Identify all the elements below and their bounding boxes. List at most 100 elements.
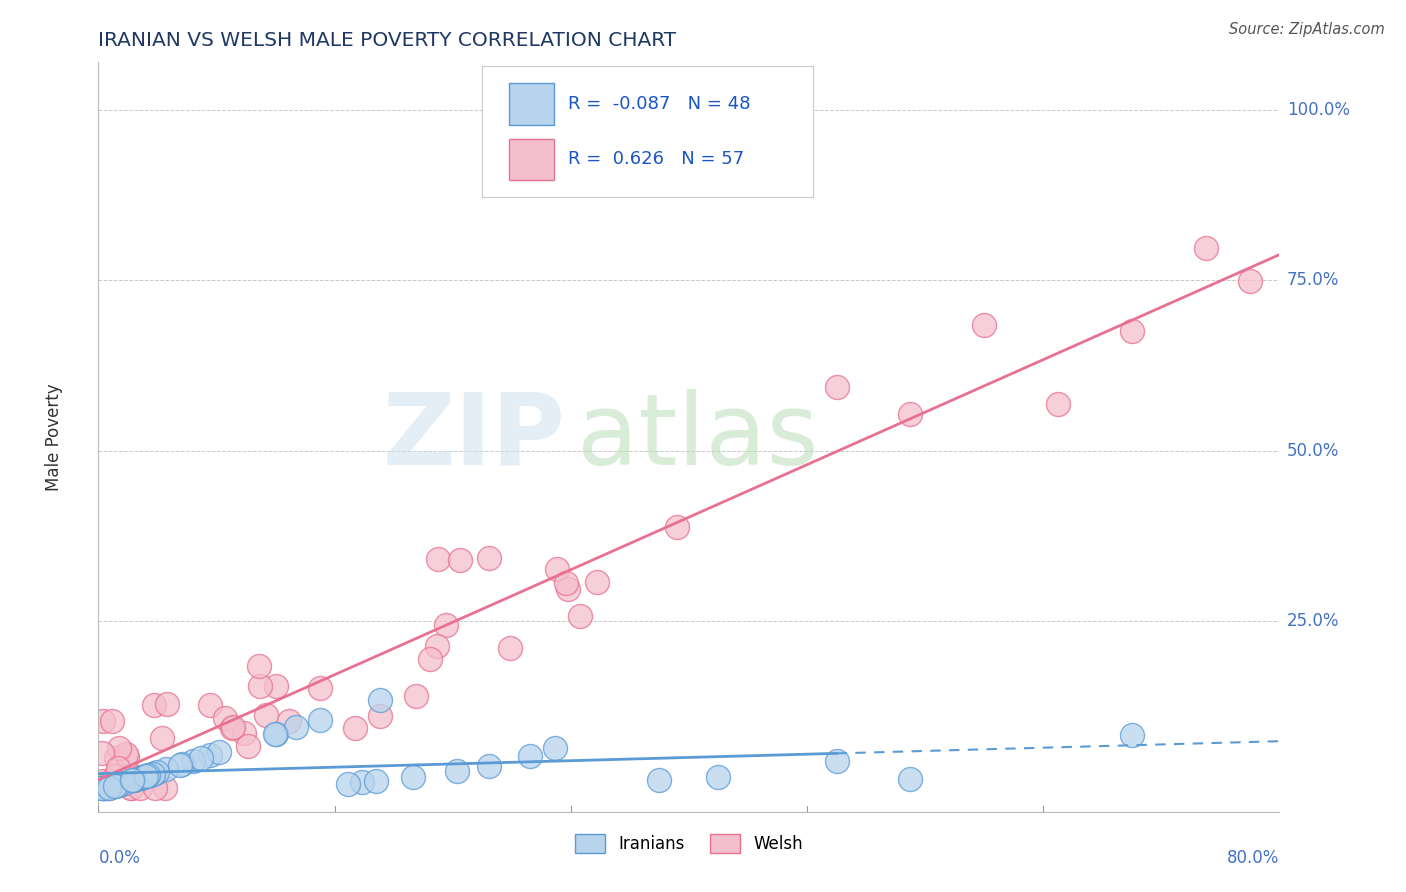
Point	[236, 739, 259, 754]
Point	[426, 639, 449, 653]
Point	[350, 775, 373, 789]
Point	[146, 765, 169, 780]
Point	[434, 618, 457, 632]
Point	[110, 777, 132, 791]
Point	[97, 780, 120, 795]
Point	[93, 780, 115, 795]
Point	[200, 698, 222, 712]
Point	[129, 771, 152, 785]
Text: Source: ZipAtlas.com: Source: ZipAtlas.com	[1229, 22, 1385, 37]
Text: 0.0%: 0.0%	[98, 849, 141, 867]
Point	[519, 749, 541, 764]
Point	[98, 780, 121, 795]
Point	[285, 721, 308, 735]
Point	[120, 780, 142, 795]
Point	[254, 708, 277, 723]
Point	[155, 780, 177, 795]
Point	[478, 551, 501, 566]
Point	[264, 727, 287, 741]
Point	[264, 727, 287, 741]
Point	[278, 714, 301, 728]
Point	[91, 746, 114, 760]
Point	[172, 757, 194, 772]
Point	[142, 766, 165, 780]
Point	[973, 318, 995, 332]
Point	[132, 770, 155, 784]
Point	[121, 773, 143, 788]
Point	[478, 758, 501, 772]
Point	[101, 714, 124, 728]
Point	[221, 721, 243, 735]
Point	[90, 780, 112, 795]
Point	[93, 780, 115, 795]
Point	[900, 772, 922, 786]
Point	[368, 709, 391, 723]
Point	[93, 780, 115, 795]
Point	[198, 748, 221, 763]
Point	[1121, 728, 1143, 742]
Point	[825, 754, 848, 768]
Text: 80.0%: 80.0%	[1227, 849, 1279, 867]
Point	[134, 769, 156, 783]
Point	[569, 608, 592, 623]
Point	[648, 773, 671, 788]
Point	[585, 575, 607, 590]
Point	[190, 751, 212, 765]
Point	[122, 772, 145, 787]
Point	[121, 773, 143, 788]
Point	[143, 780, 166, 795]
Point	[557, 582, 579, 596]
Text: IRANIAN VS WELSH MALE POVERTY CORRELATION CHART: IRANIAN VS WELSH MALE POVERTY CORRELATIO…	[98, 30, 676, 50]
FancyBboxPatch shape	[482, 66, 813, 197]
Point	[900, 407, 922, 421]
Point	[1195, 242, 1218, 256]
Point	[97, 776, 120, 790]
Text: atlas: atlas	[576, 389, 818, 485]
Point	[368, 693, 391, 707]
Point	[344, 722, 367, 736]
Point	[544, 740, 567, 755]
Point	[135, 769, 157, 783]
Point	[114, 747, 136, 761]
Point	[336, 776, 359, 790]
Legend: Iranians, Welsh: Iranians, Welsh	[568, 827, 810, 860]
Point	[104, 751, 127, 765]
Point	[402, 770, 425, 784]
Point	[136, 768, 159, 782]
Point	[150, 731, 173, 745]
Point	[1121, 324, 1143, 338]
Point	[139, 768, 162, 782]
Point	[169, 758, 191, 772]
Text: 50.0%: 50.0%	[1286, 442, 1340, 459]
Point	[665, 520, 688, 534]
Point	[419, 652, 441, 666]
Text: 100.0%: 100.0%	[1286, 101, 1350, 120]
Text: ZIP: ZIP	[382, 389, 565, 485]
Point	[104, 769, 127, 783]
Point	[112, 775, 135, 789]
Point	[145, 765, 167, 780]
Point	[181, 754, 204, 768]
Text: 75.0%: 75.0%	[1286, 271, 1340, 289]
Point	[499, 641, 522, 656]
Bar	[509, 139, 554, 180]
Point	[138, 768, 160, 782]
Point	[308, 681, 330, 695]
Text: R =  -0.087   N = 48: R = -0.087 N = 48	[568, 95, 751, 113]
Point	[233, 726, 256, 740]
Point	[128, 780, 150, 795]
Point	[264, 679, 287, 693]
Point	[1239, 274, 1261, 288]
Point	[107, 762, 129, 776]
Point	[366, 773, 388, 788]
Point	[120, 780, 142, 795]
Point	[554, 576, 576, 591]
Point	[112, 776, 135, 790]
Point	[93, 773, 115, 788]
Point	[105, 779, 128, 793]
Point	[91, 714, 114, 729]
Point	[127, 770, 149, 784]
Point	[546, 562, 568, 576]
Point	[1046, 397, 1070, 411]
Text: R =  0.626   N = 57: R = 0.626 N = 57	[568, 151, 745, 169]
